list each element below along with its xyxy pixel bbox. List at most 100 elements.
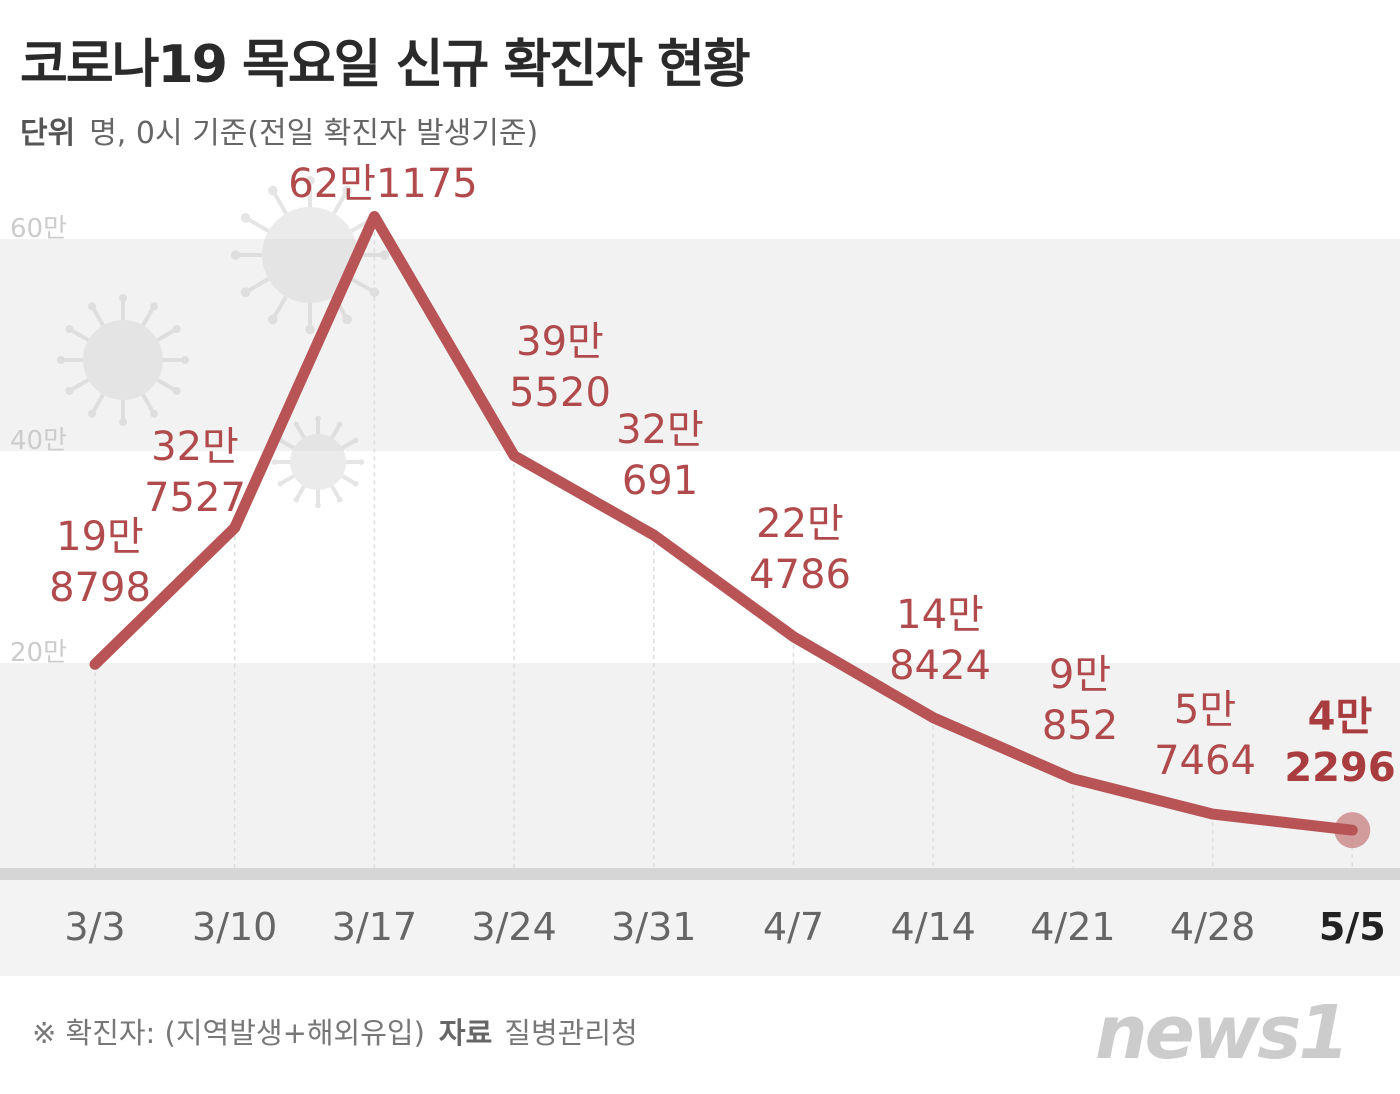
virus-knob — [150, 302, 158, 311]
data-label: 22만 — [756, 501, 844, 547]
virus-knob — [305, 175, 315, 186]
virus-knob — [342, 185, 353, 196]
virus-spike — [280, 474, 295, 485]
y-tick-label: 20만 — [10, 638, 67, 668]
virus-icon — [271, 415, 365, 509]
virus-spike — [246, 277, 270, 293]
virus-spike — [272, 295, 288, 319]
virus-spike — [330, 424, 341, 439]
y-tick-label: 60만 — [10, 214, 67, 244]
data-label: 4786 — [749, 552, 851, 598]
virus-body — [83, 320, 163, 400]
virus-spike — [272, 191, 288, 215]
x-tick-label: 4/21 — [1030, 905, 1115, 949]
virus-knob — [88, 409, 96, 418]
x-tick-label: 5/5 — [1319, 905, 1386, 949]
virus-spike — [70, 328, 90, 342]
band-0-20 — [0, 663, 1400, 875]
virus-knob — [240, 287, 251, 298]
virus-spike — [350, 277, 374, 293]
virus-spike — [295, 424, 306, 439]
virus-icon — [57, 294, 189, 426]
data-label: 691 — [622, 458, 698, 504]
virus-spike — [156, 328, 176, 342]
footer: ※ 확진자: (지역발생+해외유입) 자료 질병관리청 — [32, 1010, 638, 1052]
virus-spike — [141, 393, 155, 413]
data-point — [230, 523, 239, 532]
data-label: 9만 — [1049, 652, 1111, 698]
virus-body — [290, 434, 346, 490]
data-label: 39만 — [516, 319, 604, 365]
virus-icon — [230, 175, 390, 335]
virus-knob — [277, 480, 284, 487]
unit-note: 단위 명, 0시 기준(전일 확진자 발생기준) — [20, 108, 538, 152]
news1-logo: news1 — [1095, 990, 1350, 1076]
x-tick-label: 3/24 — [471, 905, 556, 949]
virus-knob — [88, 302, 96, 311]
unit-text: 명, 0시 기준(전일 확진자 발생기준) — [89, 116, 539, 151]
virus-knob — [172, 387, 181, 395]
data-point — [789, 632, 798, 641]
virus-body — [262, 207, 358, 303]
data-label: 14만 — [896, 592, 984, 638]
virus-knob — [65, 325, 74, 333]
virus-knob — [352, 437, 359, 444]
virus-spike — [295, 485, 306, 500]
data-point — [1334, 812, 1371, 849]
band-40-60 — [0, 239, 1400, 451]
virus-knob — [293, 421, 300, 428]
data-point — [370, 212, 379, 221]
virus-knob — [240, 213, 251, 223]
unit-label: 단위 — [20, 116, 76, 151]
virus-knob — [336, 421, 343, 428]
data-label: 7464 — [1154, 738, 1256, 784]
virus-knob — [268, 185, 278, 196]
series-line — [89, 211, 1358, 836]
x-tick-label: 3/10 — [192, 905, 277, 949]
virus-spike — [70, 378, 90, 392]
data-point — [510, 451, 519, 460]
virus-spike — [341, 439, 356, 450]
virus-spike — [91, 307, 105, 327]
virus-knob — [57, 356, 65, 364]
virus-knob — [358, 459, 365, 465]
source: 질병관리청 — [504, 1016, 638, 1050]
data-point — [649, 531, 658, 540]
data-label: 7527 — [144, 475, 246, 521]
virus-spike — [341, 474, 356, 485]
data-point — [1208, 810, 1217, 819]
data-label: 4만 — [1308, 694, 1373, 740]
virus-spike — [156, 378, 176, 392]
x-tick-label: 4/14 — [891, 905, 976, 949]
data-label: 2296 — [1284, 745, 1395, 791]
data-point — [1068, 774, 1077, 783]
data-label: 32만 — [151, 424, 239, 470]
y-tick-label: 40만 — [10, 426, 67, 456]
data-label: 5만 — [1174, 687, 1236, 733]
virus-knob — [342, 314, 353, 325]
virus-knob — [65, 387, 74, 395]
data-label: 32만 — [616, 407, 704, 453]
virus-spike — [91, 393, 105, 413]
source-label: 자료 — [438, 1016, 493, 1050]
virus-knob — [172, 325, 181, 333]
virus-knob — [315, 502, 321, 509]
x-axis-line — [0, 868, 1400, 880]
virus-spike — [330, 485, 341, 500]
x-tick-label: 3/3 — [64, 905, 125, 949]
x-tick-label: 3/17 — [332, 905, 417, 949]
data-label: 19만 — [56, 514, 144, 560]
virus-knob — [268, 314, 278, 325]
x-tick-label: 3/31 — [611, 905, 696, 949]
x-tick-label: 4/28 — [1170, 905, 1255, 949]
data-point — [91, 660, 99, 669]
virus-knob — [119, 294, 127, 302]
virus-spike — [332, 191, 348, 215]
page-title: 코로나19 목요일 신규 확진자 현황 — [20, 35, 751, 95]
virus-knob — [230, 250, 241, 260]
data-label: 8798 — [49, 565, 151, 611]
data-label: 5520 — [509, 370, 611, 416]
virus-spike — [280, 439, 295, 450]
virus-spike — [246, 217, 270, 233]
virus-knob — [119, 418, 127, 426]
